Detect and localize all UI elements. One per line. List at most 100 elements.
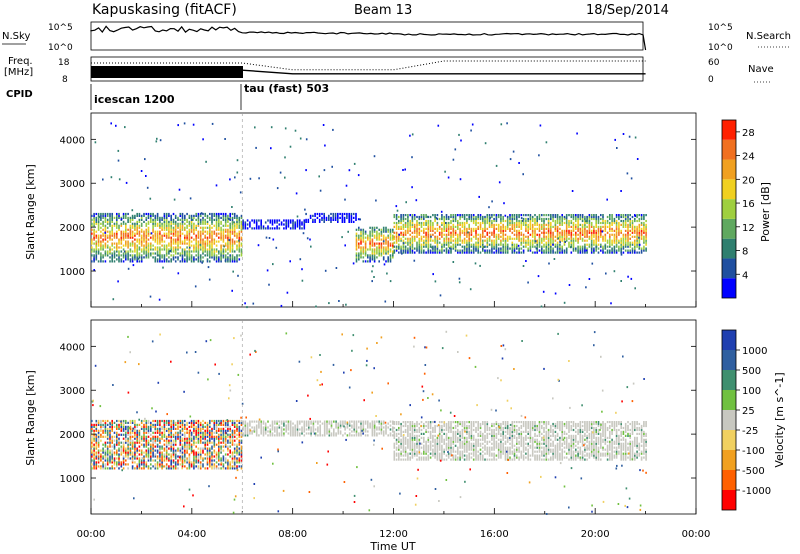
velocity-cell [262, 434, 265, 437]
power-cell [91, 238, 93, 241]
power-cell [475, 235, 477, 238]
power-cell [550, 227, 552, 230]
power-cell [371, 240, 374, 243]
power-cell [355, 234, 358, 237]
velocity-cell [206, 463, 209, 466]
velocity-cell [95, 423, 98, 426]
velocity-cell [181, 449, 184, 452]
velocity-cell [170, 423, 172, 426]
power-sparse-cell [183, 122, 186, 125]
velocity-cell [145, 429, 148, 432]
velocity-cell [193, 449, 195, 452]
power-cell [477, 249, 479, 252]
velocity-cell [220, 447, 222, 450]
power-cell [246, 227, 249, 230]
velocity-cell [111, 441, 113, 444]
power-cell [416, 247, 418, 250]
velocity-cell [213, 443, 216, 446]
power-cell [577, 247, 579, 250]
velocity-cell [145, 425, 148, 428]
power-cell [136, 250, 138, 253]
power-sparse-cell [132, 264, 135, 267]
velocity-cell [95, 455, 98, 458]
power-sparse-cell [520, 217, 523, 220]
power-cell [190, 256, 193, 259]
velocity-cell [125, 419, 127, 423]
power-cell [380, 244, 383, 247]
power-cell [179, 254, 182, 257]
power-cell [570, 225, 573, 228]
velocity-cell [211, 433, 213, 436]
power-cell [511, 237, 514, 240]
power-cell [156, 252, 159, 255]
power-cell [143, 240, 145, 243]
power-cell [586, 215, 588, 219]
power-cell [355, 256, 358, 259]
power-cell [179, 226, 182, 229]
velocity-cell [154, 453, 157, 456]
power-cell [645, 247, 647, 250]
power-cell [113, 234, 116, 237]
velocity-cell [109, 431, 111, 434]
power-cell [109, 214, 111, 217]
power-cell [624, 221, 627, 225]
power-cell [636, 243, 638, 246]
velocity-cell [168, 457, 170, 460]
power-cell [522, 251, 525, 254]
power-cell [404, 214, 407, 217]
velocity-cell [172, 449, 175, 452]
power-cell [355, 238, 358, 241]
velocity-cell [93, 425, 95, 428]
power-cell [193, 246, 195, 249]
velocity-cell [138, 423, 141, 426]
power-cell [209, 212, 211, 216]
power-cell [434, 219, 436, 223]
power-cell [511, 245, 514, 248]
power-cell [244, 223, 247, 226]
velocity-cell [159, 447, 161, 450]
power-cell [620, 245, 622, 248]
power-cell [486, 231, 489, 234]
colorbar-swatch [722, 218, 736, 239]
power-cell [222, 212, 225, 216]
power-cell [493, 233, 495, 236]
power-cell [402, 235, 405, 238]
power-cell [559, 219, 561, 223]
velocity-cell [224, 437, 227, 440]
power-cell [145, 224, 148, 227]
power-cell [188, 254, 191, 257]
power-cell [348, 218, 350, 221]
power-cell [425, 219, 427, 223]
power-cell [611, 241, 613, 244]
velocity-cell [116, 465, 118, 468]
power-cell [552, 225, 554, 228]
power-cell [125, 256, 127, 259]
power-cell [518, 225, 520, 228]
velocity-cell [125, 437, 127, 440]
velocity-cell [227, 429, 229, 432]
velocity-cell [229, 437, 231, 440]
power-cell [561, 217, 563, 221]
power-cell [443, 245, 445, 248]
power-cell [97, 226, 100, 229]
power-cell [177, 248, 179, 251]
power-cell [420, 239, 423, 242]
velocity-cell [190, 423, 193, 426]
velocity-cell [222, 459, 225, 462]
power-cell [495, 233, 498, 236]
velocity-cell [159, 423, 161, 426]
power-cell [222, 228, 225, 231]
power-cell [95, 212, 98, 216]
velocity-cell [186, 431, 188, 434]
power-cell [233, 226, 236, 229]
velocity-cell [231, 451, 234, 454]
velocity-cell [197, 447, 200, 450]
power-cell [461, 229, 464, 232]
power-cell [220, 248, 222, 251]
power-cell [407, 217, 409, 221]
power-cell [102, 254, 104, 257]
power-cell [470, 233, 473, 236]
power-cell [638, 217, 641, 221]
power-cell [186, 234, 188, 237]
power-cell [91, 242, 93, 245]
